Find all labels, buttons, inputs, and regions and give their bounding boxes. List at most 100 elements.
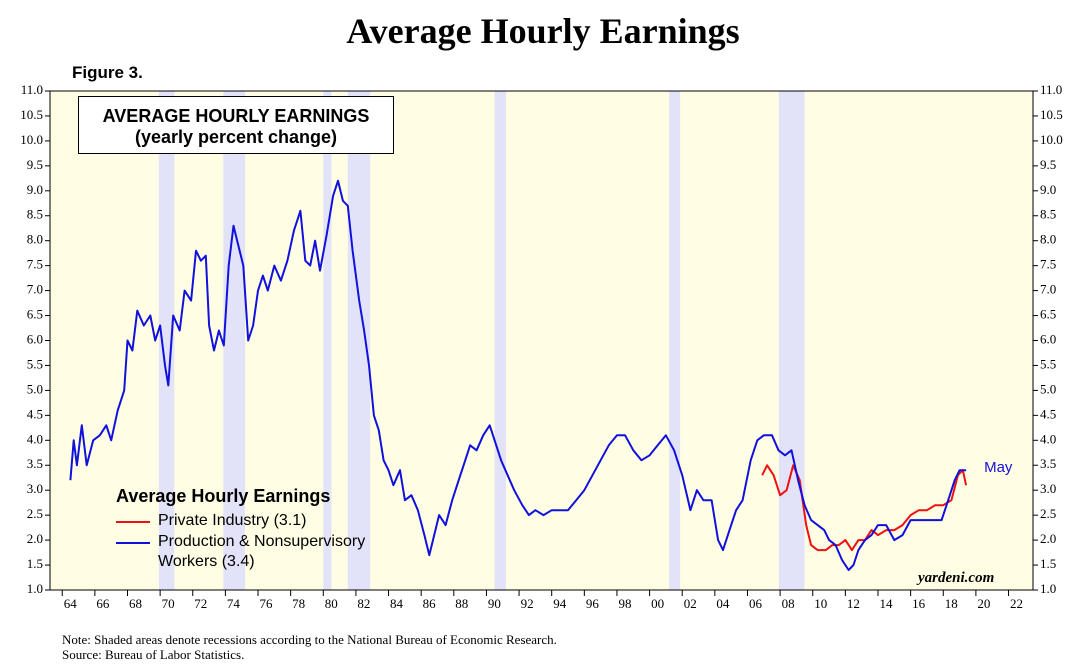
recession-band [223,91,245,590]
x-tick-label: 10 [814,596,827,611]
x-tick-label: 86 [423,596,437,611]
y2-tick-label: 8.5 [1040,207,1056,222]
figure-label: Figure 3. [72,63,143,82]
x-tick-label: 92 [521,596,534,611]
y2-tick-label: 8.0 [1040,232,1056,247]
legend: Average Hourly Earnings Private Industry… [116,486,403,573]
y-tick-label: 4.0 [27,431,43,446]
x-tick-label: 00 [651,596,664,611]
x-tick-label: 04 [716,596,730,611]
y2-tick-label: 9.5 [1040,157,1056,172]
y2-tick-label: 4.0 [1040,431,1056,446]
x-tick-label: 90 [488,596,501,611]
x-tick-label: 74 [227,596,241,611]
y-tick-label: 6.0 [27,331,43,346]
y2-tick-label: 4.5 [1040,406,1056,421]
y2-tick-label: 6.5 [1040,307,1056,322]
series-line [761,464,968,552]
y2-tick-label: 1.0 [1040,581,1056,596]
x-tick-label: 68 [129,596,142,611]
x-tick-label: 06 [749,596,763,611]
x-tick-label: 12 [847,596,860,611]
title-box: AVERAGE HOURLY EARNINGS (yearly percent … [78,96,394,154]
x-tick-label: 94 [553,596,567,611]
y-tick-label: 10.5 [20,107,43,122]
y-tick-label: 11.0 [21,82,43,97]
legend-label: Private Industry (3.1) [158,512,307,529]
y-tick-label: 6.5 [27,307,43,322]
recession-band [347,91,371,590]
y2-tick-label: 10.5 [1040,107,1063,122]
x-tick-label: 98 [618,596,631,611]
y-tick-label: 8.5 [27,207,43,222]
box-subtitle: (yearly percent change) [134,127,338,147]
x-tick-label: 14 [880,596,894,611]
y-tick-label: 2.0 [27,531,43,546]
y-tick-label: 7.0 [27,282,43,297]
x-tick-label: 20 [977,596,990,611]
x-tick-label: 76 [260,596,274,611]
recession-band [494,91,507,590]
note: Note: Shaded areas denote recessions acc… [62,632,557,647]
x-tick-label: 82 [357,596,370,611]
watermark: yardeni.com [918,570,995,586]
chart-title: Average Hourly Earnings [346,11,740,51]
recession-band [323,91,332,590]
y-tick-label: 10.0 [20,132,43,147]
recession-band [778,91,805,590]
legend-swatch [116,521,150,523]
legend-item: Production & Nonsupervisory Workers (3.4… [116,532,403,572]
y-tick-label: 5.5 [27,356,43,371]
x-tick-label: 18 [945,596,958,611]
recession-band [669,91,681,590]
y-tick-label: 2.5 [27,506,43,521]
y2-tick-label: 9.0 [1040,182,1056,197]
y2-tick-label: 5.5 [1040,356,1056,371]
y2-tick-label: 11.0 [1040,82,1062,97]
box-title: AVERAGE HOURLY EARNINGS [102,106,370,126]
x-tick-label: 16 [912,596,926,611]
y-tick-label: 7.5 [27,257,43,272]
y2-tick-label: 10.0 [1040,132,1063,147]
y-tick-label: 8.0 [27,232,43,247]
x-tick-label: 70 [162,596,175,611]
y2-tick-label: 1.5 [1040,556,1056,571]
x-tick-label: 72 [194,596,207,611]
y-tick-label: 4.5 [27,406,43,421]
x-tick-label: 02 [684,596,697,611]
series-line [69,179,967,571]
x-tick-label: 80 [325,596,338,611]
recession-band [158,91,175,590]
y-tick-label: 5.0 [27,381,43,396]
y2-tick-label: 3.5 [1040,456,1056,471]
y-tick-label: 9.5 [27,157,43,172]
y-tick-label: 3.5 [27,456,43,471]
x-tick-label: 84 [390,596,404,611]
legend-label: Production & Nonsupervisory Workers (3.4… [158,533,366,570]
y2-tick-label: 7.0 [1040,282,1056,297]
y-tick-label: 3.0 [27,481,43,496]
note: Source: Bureau of Labor Statistics. [62,647,245,662]
x-tick-label: 64 [64,596,78,611]
y-tick-label: 1.5 [27,556,43,571]
legend-swatch [116,542,150,544]
y2-tick-label: 6.0 [1040,331,1056,346]
notes: Note: Shaded areas denote recessions acc… [62,632,557,662]
y2-tick-label: 2.0 [1040,531,1056,546]
legend-title: Average Hourly Earnings [116,486,331,506]
y2-tick-label: 7.5 [1040,257,1056,272]
x-tick-label: 78 [292,596,305,611]
x-tick-label: 08 [782,596,795,611]
y-tick-label: 1.0 [27,581,43,596]
x-tick-label: 66 [96,596,110,611]
annotation: May [984,459,1013,476]
x-tick-label: 22 [1010,596,1023,611]
y2-tick-label: 2.5 [1040,506,1056,521]
x-tick-label: 96 [586,596,600,611]
legend-item: Private Industry (3.1) [116,511,403,531]
y2-tick-label: 3.0 [1040,481,1056,496]
x-tick-label: 88 [455,596,468,611]
y2-tick-label: 5.0 [1040,381,1056,396]
